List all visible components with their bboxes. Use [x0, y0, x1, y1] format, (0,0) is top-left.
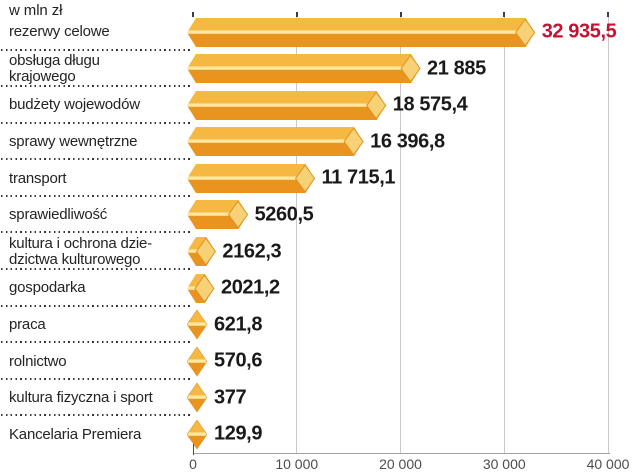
- category-label: obsługa długu krajowego: [9, 51, 100, 85]
- row-separator: [1, 377, 192, 380]
- bar: [187, 163, 316, 193]
- category-label: sprawiedliwość: [9, 206, 108, 224]
- category-label: Kancelaria Premiera: [9, 425, 142, 443]
- bar: [187, 54, 421, 84]
- unit-label: w mln zł: [9, 2, 63, 19]
- gridline: [400, 12, 401, 453]
- axis-top-tick: [399, 12, 402, 17]
- value-label: 21 885: [427, 57, 486, 80]
- row-separator: [1, 48, 192, 51]
- value-label: 570,6: [214, 349, 263, 372]
- category-label: sprawy wewnętrzne: [9, 133, 138, 151]
- bar: [187, 237, 217, 266]
- bar: [187, 273, 215, 303]
- category-label: kultura fizyczna i sport: [9, 389, 153, 407]
- value-label: 18 575,4: [392, 93, 468, 116]
- row-separator: [1, 414, 192, 417]
- bar: [187, 127, 364, 157]
- axis-top-tick: [192, 12, 194, 17]
- bar: [187, 90, 387, 120]
- bar: [187, 346, 208, 377]
- category-label: rolnictwo: [9, 352, 67, 370]
- axis-top-tick: [607, 12, 609, 17]
- value-label: 2021,2: [220, 276, 280, 299]
- chart-row: transport 11 715,1: [0, 160, 640, 197]
- value-label: 2162,3: [222, 240, 282, 262]
- value-label: 16 396,8: [370, 130, 445, 153]
- gridline: [607, 12, 609, 453]
- axis-top-tick: [295, 12, 298, 17]
- chart-row: sprawy wewnętrzne 16 396,8: [0, 124, 640, 161]
- category-label: kultura i ochrona dzie- dzictwa kulturow…: [9, 234, 152, 268]
- value-label: 32 935,5: [541, 20, 617, 43]
- row-separator: [1, 85, 192, 88]
- chart-row: rezerwy celowe 32 935,5: [0, 14, 640, 51]
- row-separator: [1, 158, 192, 161]
- chart-row: kultura fizyczna i sport 377: [0, 380, 640, 417]
- x-axis-tick-label: 10 000: [275, 456, 319, 472]
- value-label: 621,8: [214, 313, 263, 336]
- category-label: transport: [9, 169, 67, 187]
- x-axis-tick-label: 40 000: [586, 456, 630, 472]
- gridline: [296, 12, 298, 453]
- bar: [187, 382, 208, 413]
- zero-tick: [192, 444, 194, 455]
- bar: [187, 17, 536, 47]
- value-label: 11 715,1: [321, 166, 396, 189]
- chart-row: budżety wojewodów 18 575,4: [0, 87, 640, 124]
- bar: [187, 200, 249, 230]
- row-separator: [1, 194, 192, 197]
- row-separator: [1, 268, 192, 271]
- chart-row: praca 621,8: [0, 307, 640, 344]
- chart-row: gospodarka 2021,2: [0, 270, 640, 307]
- x-axis-tick-label: 20 000: [379, 456, 422, 472]
- bar: [187, 309, 208, 340]
- x-axis-line: [193, 453, 610, 454]
- axis-top-tick: [503, 12, 506, 17]
- gridline: [503, 12, 505, 453]
- row-separator: [1, 304, 192, 307]
- x-axis-tick-label: 0: [189, 456, 197, 472]
- chart-row: obsługa długu krajowego 21 885: [0, 51, 640, 88]
- value-label: 129,9: [214, 422, 263, 445]
- value-label: 377: [214, 386, 247, 409]
- row-separator: [1, 341, 192, 344]
- category-label: praca: [9, 315, 46, 333]
- category-label: budżety wojewodów: [9, 96, 140, 114]
- chart-row: Kancelaria Premiera 129,9: [0, 416, 640, 453]
- row-separator: [1, 231, 192, 234]
- category-label: rezerwy celowe: [9, 23, 110, 41]
- bar: [187, 419, 208, 450]
- chart-row: kultura i ochrona dzie- dzictwa kulturow…: [0, 234, 640, 271]
- chart-row: sprawiedliwość 5260,5: [0, 197, 640, 234]
- chart-row: rolnictwo 570,6: [0, 343, 640, 380]
- category-label: gospodarka: [9, 279, 86, 297]
- row-separator: [1, 121, 192, 124]
- value-label: 5260,5: [254, 203, 314, 226]
- x-axis-tick-label: 30 000: [482, 456, 526, 472]
